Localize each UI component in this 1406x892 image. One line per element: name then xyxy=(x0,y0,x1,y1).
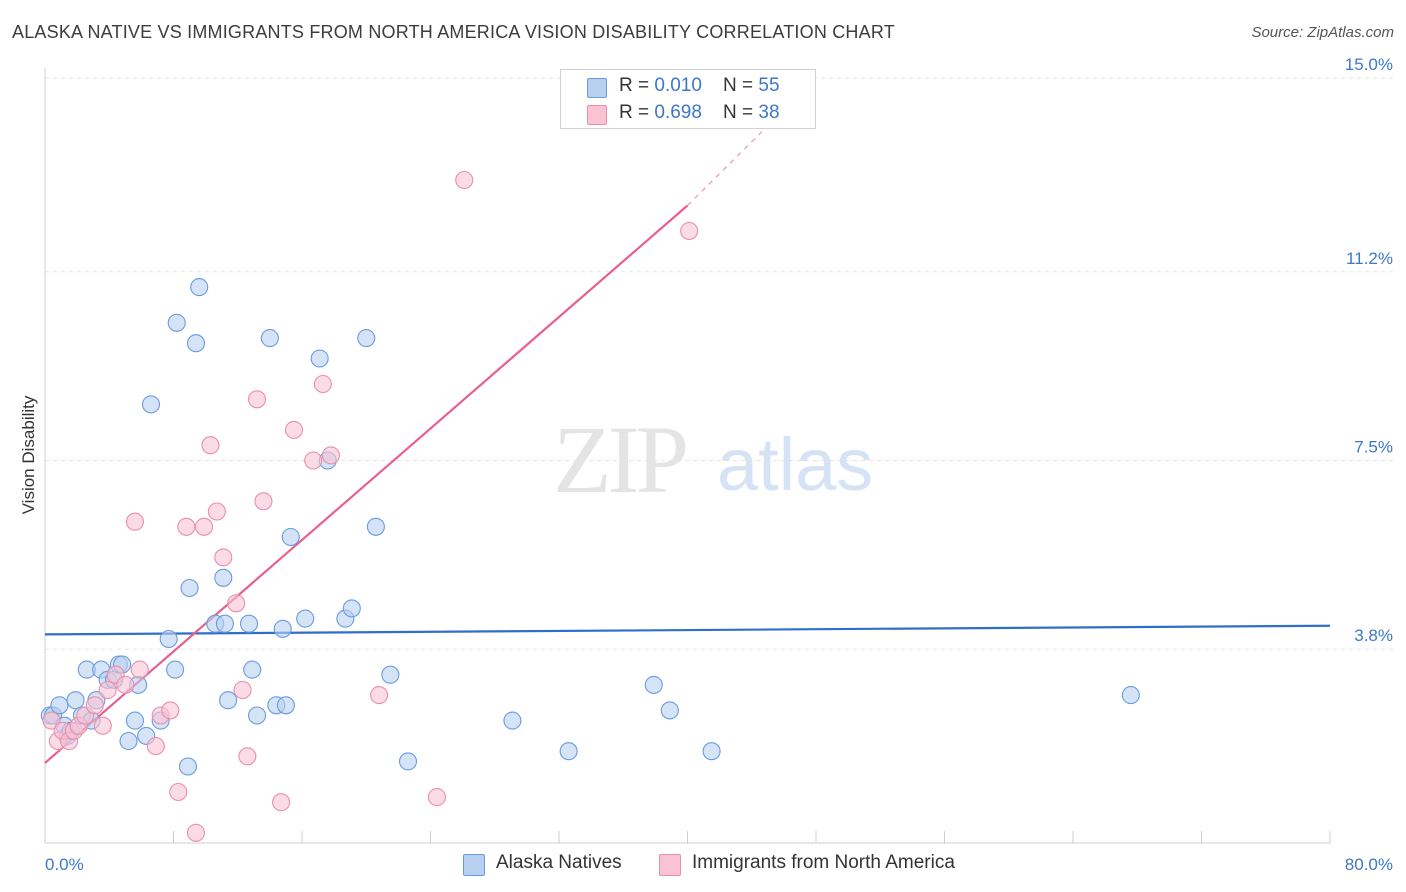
data-point-alaska-natives xyxy=(381,665,400,684)
data-point-alaska-natives xyxy=(178,757,198,776)
legend-r-label: R = xyxy=(619,75,655,96)
data-point-immigrants xyxy=(177,517,196,536)
data-point-immigrants xyxy=(272,793,291,812)
data-point-alaska-natives xyxy=(559,742,578,761)
axes: 3.8% 7.5% 11.2% 15.0% 0.0% 80.0% xyxy=(44,55,1393,874)
y-tick-label: 3.8% xyxy=(1354,626,1393,645)
data-point-alaska-natives xyxy=(215,614,234,633)
watermark: ZIP atlas xyxy=(553,406,873,513)
data-point-immigrants xyxy=(214,548,233,567)
data-point-immigrants xyxy=(125,512,144,531)
data-point-alaska-natives xyxy=(398,752,418,771)
data-point-alaska-natives xyxy=(239,614,259,633)
data-point-immigrants xyxy=(304,451,323,470)
data-point-immigrants xyxy=(284,420,304,439)
data-point-immigrants xyxy=(321,446,340,465)
data-point-alaska-natives xyxy=(190,278,209,297)
watermark-atlas: atlas xyxy=(717,423,873,506)
data-point-alaska-natives xyxy=(159,629,178,649)
data-point-immigrants xyxy=(680,221,699,241)
data-point-immigrants xyxy=(313,374,332,394)
legend-swatch-pink xyxy=(659,854,681,876)
data-point-alaska-natives xyxy=(342,599,361,618)
data-point-immigrants xyxy=(93,716,112,735)
legend-swatch-pink xyxy=(587,105,607,125)
data-point-alaska-natives xyxy=(50,696,69,715)
data-point-immigrants xyxy=(238,747,257,766)
data-point-immigrants xyxy=(146,737,165,756)
data-point-alaska-natives xyxy=(296,609,315,628)
data-point-immigrants xyxy=(370,686,389,705)
data-point-immigrants xyxy=(186,823,206,842)
watermark-zip: ZIP xyxy=(553,406,686,513)
data-point-alaska-natives xyxy=(503,711,522,730)
data-point-immigrants xyxy=(42,711,61,730)
data-point-immigrants xyxy=(201,436,220,455)
data-point-immigrants xyxy=(98,680,117,700)
source-label: Source: ZipAtlas.com xyxy=(1251,24,1394,41)
y-tick-label: 7.5% xyxy=(1354,438,1393,457)
data-point-immigrants xyxy=(207,502,226,521)
legend-r-value: 0.010 xyxy=(654,75,702,96)
data-point-alaska-natives xyxy=(310,349,329,368)
legend-n-label: N = xyxy=(723,102,759,123)
legend: R = 0.010 N = 55 R = 0.698 N = 38 xyxy=(560,69,816,129)
data-point-alaska-natives xyxy=(186,334,206,353)
data-point-immigrants xyxy=(130,660,149,679)
x-tick-label: 0.0% xyxy=(45,855,84,874)
legend-r-value: 0.698 xyxy=(654,102,702,123)
data-point-alaska-natives xyxy=(366,517,385,536)
data-point-alaska-natives xyxy=(219,691,238,710)
data-point-alaska-natives xyxy=(660,701,679,720)
legend-label: Alaska Natives xyxy=(496,852,622,873)
data-point-immigrants xyxy=(427,788,446,807)
y-axis-label: Vision Disability xyxy=(19,395,38,514)
data-points xyxy=(40,170,1140,842)
data-point-alaska-natives xyxy=(260,329,279,348)
y-tick-label: 11.2% xyxy=(1346,249,1393,268)
trend-lines xyxy=(44,77,1331,764)
data-point-immigrants xyxy=(247,390,267,409)
chart-title: ALASKA NATIVE VS IMMIGRANTS FROM NORTH A… xyxy=(12,22,895,42)
data-point-alaska-natives xyxy=(141,395,161,414)
data-point-alaska-natives xyxy=(180,578,199,598)
legend-swatch-blue xyxy=(587,78,607,98)
data-point-alaska-natives xyxy=(644,675,663,694)
legend-n-value: 38 xyxy=(758,102,780,123)
data-point-alaska-natives xyxy=(276,696,295,715)
y-tick-label: 15.0% xyxy=(1345,55,1393,74)
grid-lines xyxy=(45,77,1395,650)
legend-n-label: N = xyxy=(723,75,759,96)
data-point-alaska-natives xyxy=(125,711,144,730)
legend-r-label: R = xyxy=(619,102,655,123)
data-point-alaska-natives xyxy=(702,742,721,761)
data-point-immigrants xyxy=(455,170,474,190)
data-point-immigrants xyxy=(116,675,135,694)
trend-line-alaska-natives xyxy=(44,624,1331,636)
data-point-immigrants xyxy=(161,701,180,720)
data-point-alaska-natives xyxy=(281,527,300,547)
data-point-immigrants xyxy=(254,492,273,511)
data-point-alaska-natives xyxy=(66,691,85,710)
legend-swatch-blue xyxy=(463,854,485,876)
data-point-immigrants xyxy=(233,680,252,700)
data-point-immigrants xyxy=(227,594,246,613)
data-point-alaska-natives xyxy=(166,660,185,679)
data-point-alaska-natives xyxy=(247,706,267,725)
data-point-immigrants xyxy=(85,696,104,715)
legend-n-value: 55 xyxy=(758,75,780,96)
trend-line-immigrants xyxy=(44,204,689,764)
data-point-alaska-natives xyxy=(119,731,138,751)
data-point-alaska-natives xyxy=(357,329,376,348)
data-point-alaska-natives xyxy=(1121,686,1140,705)
x-tick-label: 80.0% xyxy=(1345,855,1393,874)
data-point-immigrants xyxy=(194,517,214,536)
data-point-alaska-natives xyxy=(273,619,292,638)
legend-label: Immigrants from North America xyxy=(692,852,955,873)
data-point-alaska-natives xyxy=(243,660,262,679)
data-point-alaska-natives xyxy=(214,568,233,587)
data-point-immigrants xyxy=(169,782,188,802)
data-point-alaska-natives xyxy=(167,313,186,332)
